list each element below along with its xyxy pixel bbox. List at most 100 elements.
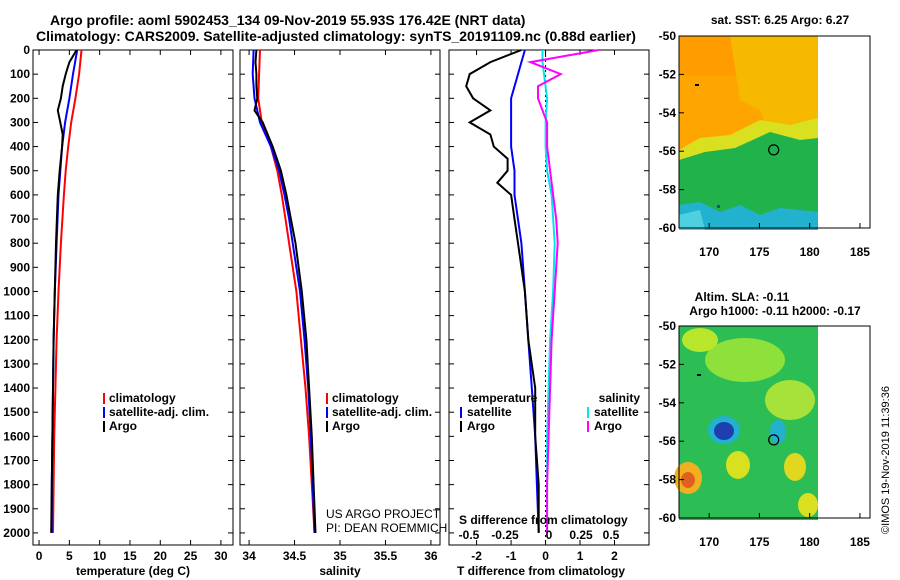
y-tick-label: 1300 xyxy=(3,357,30,371)
plot-frame-difference xyxy=(448,49,650,546)
sla-cyan-blob xyxy=(770,420,786,444)
sst-speck xyxy=(717,205,720,208)
plot-frame-salinity xyxy=(239,49,441,546)
salinity-tick-label: 0 xyxy=(546,528,553,542)
map-y-tick-label: -58 xyxy=(659,473,677,487)
y-tick-label: 900 xyxy=(10,260,30,274)
y-tick-label: 800 xyxy=(10,236,30,250)
map-y-tick-label: -50 xyxy=(659,319,677,333)
sst-transition-region xyxy=(730,36,818,135)
series-line-climatology xyxy=(257,49,316,533)
sla-highlight-3 xyxy=(765,380,815,420)
x-tick-label: 25 xyxy=(184,549,198,563)
x-tick-label: 10 xyxy=(93,549,107,563)
y-tick-label: 1100 xyxy=(4,309,30,323)
x-tick-label: 34 xyxy=(242,549,256,563)
map-x-tick-label: 180 xyxy=(800,535,820,549)
salinity-axis-label: S difference from climatology xyxy=(459,513,628,527)
series-line-temperature-satellite xyxy=(510,49,540,533)
legend-entry: satellite xyxy=(467,405,512,419)
map-frame xyxy=(678,325,871,519)
sst-cold-region xyxy=(679,202,818,230)
y-tick-label: 1600 xyxy=(3,429,30,443)
legend-entry: Argo xyxy=(594,419,622,433)
series-line-climatology xyxy=(52,49,83,533)
legend-entry: climatology xyxy=(332,391,399,405)
x-tick-label: -1 xyxy=(506,549,517,563)
map-x-tick-label: 175 xyxy=(749,245,769,259)
legend-entry: satellite-adj. clim. xyxy=(109,405,209,419)
series-line-salinity-argo xyxy=(526,49,599,533)
x-tick-label: 0 xyxy=(542,549,549,563)
x-tick-label: 20 xyxy=(154,549,168,563)
map-y-tick-label: -54 xyxy=(659,106,677,120)
project-credit: US ARGO PROJECT xyxy=(326,507,441,521)
map-x-tick-label: 175 xyxy=(749,535,769,549)
map-y-tick-label: -52 xyxy=(659,357,677,371)
x-tick-label: 0 xyxy=(36,549,43,563)
sla-map-title-line2: Argo h1000: -0.11 h2000: -0.17 xyxy=(689,304,861,318)
plot-frame-temperature xyxy=(32,49,234,546)
y-tick-label: 1500 xyxy=(3,405,30,419)
y-tick-label: 500 xyxy=(10,164,30,178)
salinity-tick-label: 0.5 xyxy=(603,528,620,542)
y-tick-label: 1200 xyxy=(3,333,30,347)
salinity-tick-label: -0.25 xyxy=(491,528,519,542)
plot-title-line1: Argo profile: aoml 5902453_134 09-Nov-20… xyxy=(50,12,526,28)
y-tick-label: 100 xyxy=(10,67,30,81)
sla-cold-eddy-core xyxy=(714,422,734,440)
x-axis-label: T difference from climatology xyxy=(457,564,625,578)
y-tick-label: 600 xyxy=(10,188,30,202)
sla-yellow-blob-1 xyxy=(726,451,750,479)
sla-yellow-blob-3 xyxy=(798,493,818,517)
sst-map-image xyxy=(679,36,818,230)
y-tick-label: 1900 xyxy=(3,502,30,516)
y-tick-label: 1400 xyxy=(3,381,30,395)
map-y-tick-label: -50 xyxy=(659,29,677,43)
salinity-tick-label: 0.25 xyxy=(569,528,593,542)
legend-entry: Argo xyxy=(467,419,495,433)
x-tick-label: 30 xyxy=(214,549,228,563)
profile-location-marker xyxy=(768,434,780,446)
x-axis-label: temperature (deg C) xyxy=(76,564,190,578)
map-y-tick-label: -56 xyxy=(659,144,677,158)
map-x-tick-label: 180 xyxy=(800,245,820,259)
series-line-temperature-argo xyxy=(465,49,540,533)
series-line-argo xyxy=(253,49,317,533)
plot-title-line2: Climatology: CARS2009. Satellite-adjuste… xyxy=(36,28,636,44)
sla-highlight-1 xyxy=(705,338,785,382)
map-y-tick-label: -60 xyxy=(659,511,677,525)
x-tick-label: 2 xyxy=(611,549,618,563)
sla-map-image xyxy=(674,326,818,520)
x-tick-label: -2 xyxy=(471,549,482,563)
legend-entry: satellite-adj. clim. xyxy=(332,405,432,419)
map-x-tick-label: 170 xyxy=(699,535,719,549)
legend-title-temperature: temperature xyxy=(468,391,538,405)
map-y-tick-label: -58 xyxy=(659,183,677,197)
x-axis-label: salinity xyxy=(319,564,361,578)
map-y-tick-label: -52 xyxy=(659,67,677,81)
y-tick-label: 1700 xyxy=(3,453,30,467)
sla-warm-core xyxy=(681,472,695,488)
y-tick-label: 2000 xyxy=(3,526,30,540)
legend-entry: satellite xyxy=(594,405,639,419)
sla-yellow-blob-2 xyxy=(784,453,806,481)
map-y-tick-label: -56 xyxy=(659,434,677,448)
map-x-tick-label: 185 xyxy=(850,245,870,259)
series-line-argo xyxy=(50,49,78,533)
sst-cool-region xyxy=(679,132,818,230)
profile-location-marker xyxy=(768,144,780,156)
legend-title-salinity: salinity xyxy=(599,391,641,405)
legend-entry: climatology xyxy=(109,391,176,405)
sla-map-title-line1: Altim. SLA: -0.11 xyxy=(695,290,790,304)
x-tick-label: 1 xyxy=(577,549,584,563)
x-tick-label: 5 xyxy=(66,549,73,563)
sla-highlight-2 xyxy=(682,328,718,352)
y-tick-label: 300 xyxy=(10,115,30,129)
legend-entry: Argo xyxy=(109,419,137,433)
sst-missing-pixel xyxy=(695,84,699,86)
x-tick-label: 35 xyxy=(333,549,347,563)
y-tick-label: 700 xyxy=(10,212,30,226)
x-tick-label: 15 xyxy=(123,549,137,563)
